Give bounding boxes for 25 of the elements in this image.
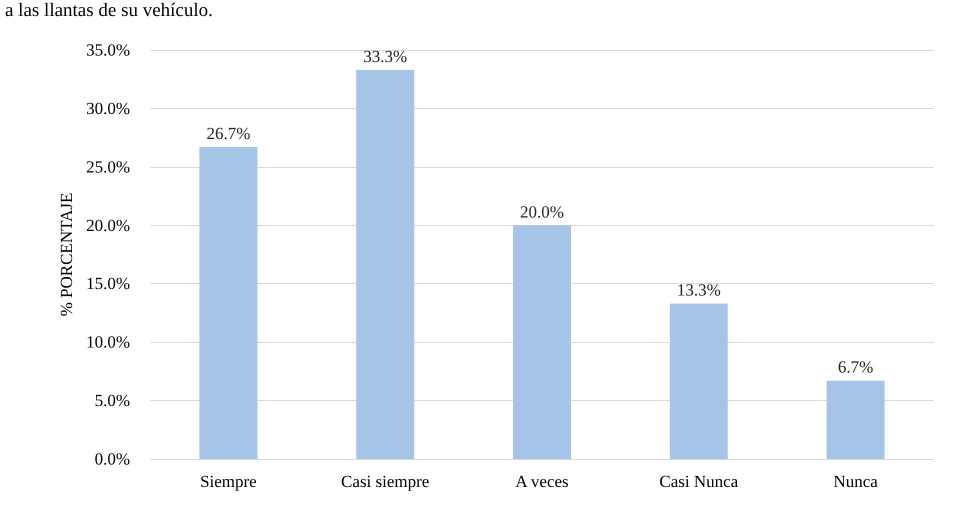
y-tick-label: 10.0% bbox=[86, 332, 130, 352]
data-label: 20.0% bbox=[520, 202, 564, 222]
y-tick-label: 5.0% bbox=[94, 391, 130, 410]
y-tick-label: 35.0% bbox=[86, 40, 130, 60]
bar bbox=[356, 70, 414, 459]
x-tick-label: Casi siempre bbox=[341, 472, 430, 491]
y-tick-label: 20.0% bbox=[86, 216, 130, 235]
data-label: 33.3% bbox=[363, 46, 408, 66]
chart-title: a las llantas de su vehículo. bbox=[5, 0, 213, 21]
bar bbox=[826, 380, 885, 459]
bar bbox=[513, 225, 571, 459]
x-tick-label: A veces bbox=[515, 472, 569, 491]
data-label: 13.3% bbox=[676, 280, 721, 300]
bar bbox=[670, 304, 728, 459]
y-tick-label: 0.0% bbox=[94, 450, 130, 468]
data-label: 6.7% bbox=[838, 358, 874, 377]
y-tick-label: 25.0% bbox=[86, 157, 130, 176]
bar bbox=[199, 146, 258, 459]
y-tick-label: 15.0% bbox=[86, 274, 130, 294]
y-tick-label: 30.0% bbox=[86, 98, 130, 118]
x-tick-label: Siempre bbox=[200, 472, 257, 491]
x-tick-label: Nunca bbox=[833, 472, 878, 491]
x-tick-label: Casi Nunca bbox=[659, 472, 739, 491]
y-axis-title: % PORCENTAJE bbox=[57, 192, 76, 316]
data-label: 26.7% bbox=[206, 124, 250, 143]
